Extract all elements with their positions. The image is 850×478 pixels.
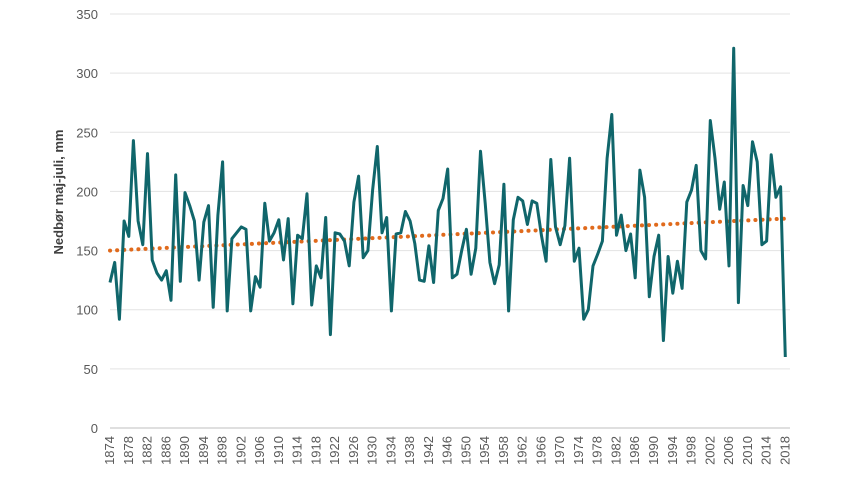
- x-tick-label: 1954: [477, 436, 492, 465]
- y-axis-label: Nedbør maj-juli, mm: [51, 130, 66, 255]
- x-tick-label: 1882: [140, 436, 155, 465]
- x-tick-label: 1890: [177, 436, 192, 465]
- x-tick-label: 1962: [515, 436, 530, 465]
- x-tick-label: 1926: [346, 436, 361, 465]
- x-tick-label: 1910: [271, 436, 286, 465]
- y-axis-ticks: 0 50 100 150 200 250 300 350: [76, 7, 98, 436]
- x-tick-label: 1894: [196, 436, 211, 465]
- y-tick-label: 0: [91, 421, 98, 436]
- x-tick-label: 1922: [327, 436, 342, 465]
- y-tick-label: 250: [76, 125, 98, 140]
- x-tick-label: 1994: [665, 436, 680, 465]
- x-axis-ticks: 1874 1878 1882 1886 1890 1894 1898 1902 1906 1910…: [102, 436, 792, 465]
- y-tick-label: 150: [76, 244, 98, 259]
- x-tick-label: 1942: [421, 436, 436, 465]
- x-tick-label: 2006: [721, 436, 736, 465]
- x-tick-label: 1918: [308, 436, 323, 465]
- x-tick-label: 1974: [571, 436, 586, 465]
- x-tick-label: 1898: [215, 436, 230, 465]
- y-tick-label: 350: [76, 7, 98, 22]
- y-tick-label: 50: [84, 362, 98, 377]
- x-tick-label: 1982: [608, 436, 623, 465]
- x-tick-label: 1978: [590, 436, 605, 465]
- x-tick-label: 1886: [158, 436, 173, 465]
- x-tick-label: 1930: [365, 436, 380, 465]
- x-tick-label: 2002: [702, 436, 717, 465]
- x-tick-label: 2010: [740, 436, 755, 465]
- x-tick-label: 1914: [290, 436, 305, 465]
- x-tick-label: 1906: [252, 436, 267, 465]
- x-tick-label: 1970: [552, 436, 567, 465]
- x-tick-label: 1986: [627, 436, 642, 465]
- x-tick-label: 1990: [646, 436, 661, 465]
- x-tick-label: 1874: [102, 436, 117, 465]
- y-tick-label: 200: [76, 184, 98, 199]
- x-tick-label: 1950: [458, 436, 473, 465]
- x-tick-label: 1934: [383, 436, 398, 465]
- x-tick-label: 1958: [496, 436, 511, 465]
- x-tick-label: 1902: [233, 436, 248, 465]
- x-tick-label: 2018: [777, 436, 792, 465]
- series-line-precipitation: [108, 46, 787, 358]
- x-tick-label: 1966: [533, 436, 548, 465]
- x-tick-label: 1878: [121, 436, 136, 465]
- trend-line: [108, 216, 788, 253]
- x-tick-label: 1946: [440, 436, 455, 465]
- y-tick-label: 100: [76, 303, 98, 318]
- x-tick-label: 1998: [684, 436, 699, 465]
- x-tick-label: 2014: [759, 436, 774, 465]
- y-tick-label: 300: [76, 66, 98, 81]
- x-tick-label: 1938: [402, 436, 417, 465]
